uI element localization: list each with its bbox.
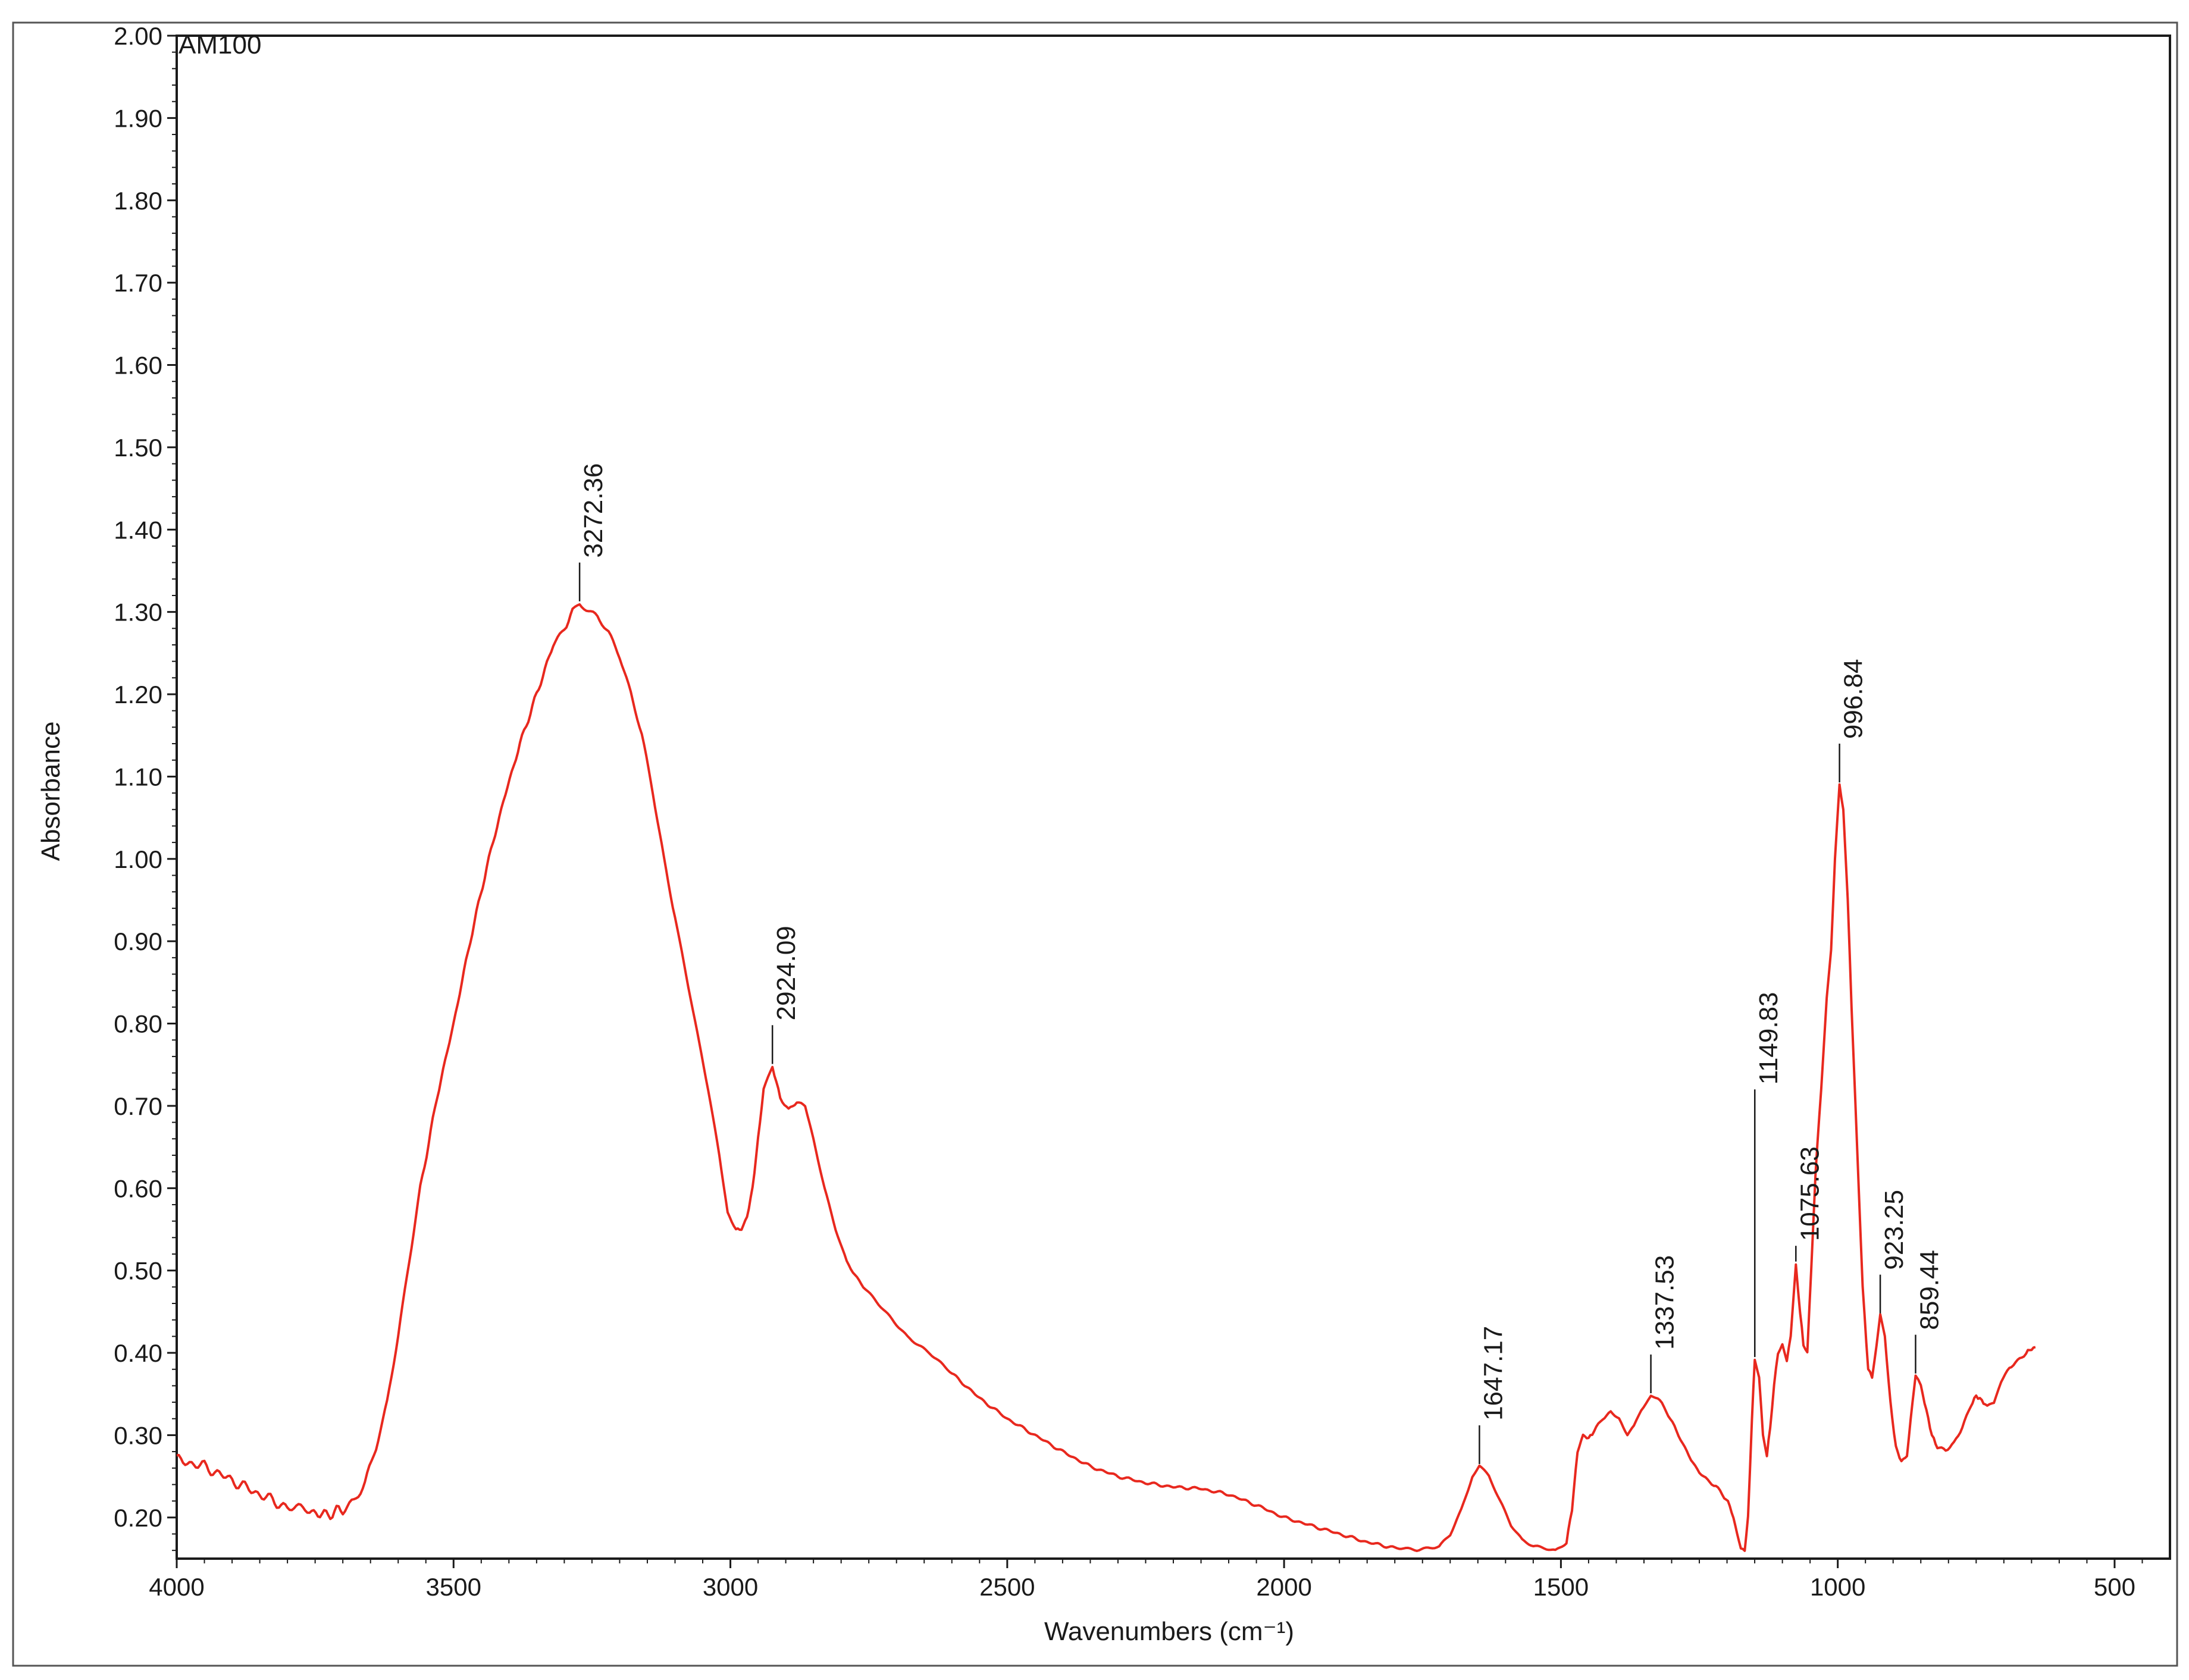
plot-area-border — [176, 35, 2171, 1560]
x-tick-label: 3500 — [426, 1573, 481, 1601]
x-tick-label: 2000 — [1256, 1573, 1311, 1601]
peak-annotations: 3272.36 2924.09 1647.17 1337.53 1149.83 1075.… — [578, 463, 1944, 1465]
y-tick-labels: 0.20 0.30 0.40 0.50 0.60 0.70 0.80 0.90 1.00 1.10… — [114, 22, 162, 1532]
x-tick-label: 1000 — [1810, 1573, 1865, 1601]
peak-label: 923.25 — [1880, 1190, 1909, 1270]
y-tick-label: 2.00 — [114, 22, 162, 50]
y-tick-label: 1.40 — [114, 516, 162, 544]
y-axis-label: Absorbance — [36, 722, 65, 861]
outer-frame — [12, 21, 2178, 1667]
tick-marks — [167, 35, 2143, 1568]
y-tick-label: 1.10 — [114, 763, 162, 791]
x-axis-label: Wavenumbers (cm⁻¹) — [1044, 1617, 1294, 1646]
y-tick-label: 0.30 — [114, 1421, 162, 1449]
y-tick-label: 1.20 — [114, 681, 162, 709]
y-tick-label: 0.80 — [114, 1010, 162, 1038]
peak-label: 859.44 — [1915, 1250, 1944, 1330]
peak-label: 1647.17 — [1479, 1326, 1508, 1421]
y-tick-label: 1.50 — [114, 434, 162, 462]
peak-label: 1337.53 — [1651, 1255, 1680, 1350]
x-tick-label: 3000 — [703, 1573, 758, 1601]
y-tick-label: 1.70 — [114, 269, 162, 297]
y-tick-label: 0.70 — [114, 1092, 162, 1120]
y-tick-label: 1.80 — [114, 187, 162, 215]
y-tick-label: 0.50 — [114, 1257, 162, 1285]
x-tick-labels: 4000 3500 3000 2500 2000 1500 1000 500 — [149, 1573, 2135, 1601]
y-tick-label: 0.20 — [114, 1504, 162, 1532]
y-tick-label: 1.90 — [114, 104, 162, 132]
y-tick-label: 1.30 — [114, 598, 162, 626]
peak-label: 1075.63 — [1795, 1146, 1824, 1241]
peak-label: 996.84 — [1839, 659, 1868, 739]
chart-title: AM100 — [178, 30, 261, 59]
x-tick-label: 500 — [2094, 1573, 2135, 1601]
x-tick-label: 4000 — [149, 1573, 204, 1601]
x-tick-label: 1500 — [1533, 1573, 1589, 1601]
y-tick-label: 1.00 — [114, 845, 162, 873]
peak-label: 3272.36 — [579, 463, 608, 558]
y-tick-label: 0.40 — [114, 1339, 162, 1367]
absorbance-series-line — [176, 603, 2036, 1552]
y-tick-label: 1.60 — [114, 352, 162, 380]
peak-label: 2924.09 — [772, 926, 801, 1020]
y-tick-label: 0.90 — [114, 927, 162, 955]
y-tick-label: 0.60 — [114, 1174, 162, 1202]
x-tick-label: 2500 — [979, 1573, 1035, 1601]
peak-label: 1149.83 — [1754, 992, 1783, 1085]
